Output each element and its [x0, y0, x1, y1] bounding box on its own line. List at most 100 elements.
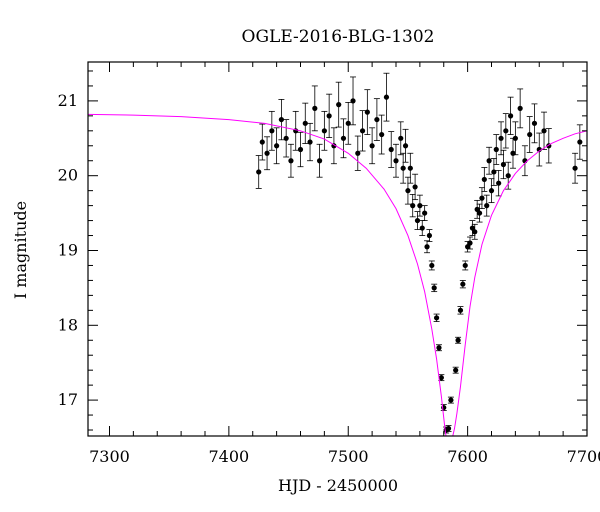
data-point — [498, 121, 505, 156]
data-point — [433, 313, 440, 322]
data-point — [407, 152, 414, 184]
data-point — [383, 72, 390, 122]
y-tick-label: 18 — [58, 315, 78, 334]
y-tick-label: 17 — [58, 390, 78, 409]
data-point — [507, 96, 514, 135]
data-point — [392, 143, 399, 178]
point-marker — [388, 146, 394, 153]
point-marker — [345, 120, 351, 126]
point-marker — [355, 150, 361, 156]
point-marker — [460, 281, 466, 287]
data-point — [478, 187, 485, 210]
point-marker — [302, 120, 308, 126]
point-marker — [259, 139, 265, 145]
point-marker — [445, 425, 452, 432]
point-marker — [383, 94, 390, 100]
point-marker — [288, 158, 294, 164]
data-point — [297, 131, 304, 168]
data-point — [531, 103, 538, 144]
x-tick-label: 7600 — [447, 447, 488, 466]
data-point — [412, 173, 419, 201]
data-point — [424, 240, 431, 254]
point-marker — [419, 225, 425, 231]
point-marker — [577, 139, 583, 145]
data-point — [469, 220, 476, 236]
point-marker — [572, 165, 578, 171]
point-marker — [536, 146, 542, 153]
data-point — [459, 280, 466, 289]
data-point — [369, 127, 376, 165]
data-point — [471, 223, 478, 240]
data-point — [445, 425, 452, 432]
data-point — [373, 98, 380, 141]
data-point — [354, 135, 361, 171]
chart-title: OGLE-2016-BLG-1302 — [242, 27, 435, 47]
point-marker — [274, 143, 280, 149]
x-tick-label: 7300 — [89, 447, 130, 466]
data-point — [397, 121, 404, 156]
data-point — [302, 102, 309, 144]
data-point — [526, 116, 533, 153]
y-axis-ticks: 17 18 19 20 21 — [58, 70, 587, 431]
point-marker — [462, 262, 468, 269]
data-point — [428, 260, 435, 271]
y-tick-label: 20 — [58, 166, 78, 185]
data-point — [316, 143, 323, 178]
data-point — [321, 110, 328, 151]
data-point — [455, 336, 462, 344]
point-marker — [512, 135, 518, 141]
data-point — [476, 203, 483, 223]
data-point — [462, 260, 469, 271]
y-axis-label: I magnitude — [11, 201, 30, 299]
point-marker — [278, 116, 284, 123]
data-point — [414, 211, 421, 230]
data-point — [259, 123, 266, 161]
data-point — [431, 283, 438, 293]
x-tick-label: 7700 — [567, 447, 600, 466]
data-point — [419, 220, 426, 236]
data-point — [435, 344, 442, 352]
point-marker — [326, 113, 332, 119]
point-marker — [493, 146, 499, 153]
point-marker — [407, 165, 413, 171]
point-marker — [340, 135, 347, 141]
point-marker — [457, 307, 464, 313]
point-marker — [472, 229, 478, 235]
point-marker — [481, 176, 487, 183]
point-marker — [405, 188, 411, 194]
data-point — [264, 136, 271, 171]
point-marker — [297, 146, 304, 153]
point-marker — [379, 131, 385, 138]
data-point — [447, 396, 454, 404]
data-point — [505, 161, 512, 190]
point-marker — [505, 173, 511, 179]
data-point — [490, 158, 497, 186]
model-curve — [88, 113, 587, 436]
point-marker — [350, 98, 356, 104]
data-point — [283, 119, 290, 158]
point-marker — [364, 109, 370, 115]
data-point — [273, 127, 280, 165]
data-point — [287, 143, 294, 178]
point-marker — [500, 161, 507, 168]
point-marker — [453, 367, 459, 373]
data-point — [278, 99, 285, 141]
point-marker — [527, 131, 533, 138]
point-marker — [491, 169, 497, 175]
point-marker — [402, 143, 409, 149]
point-marker — [479, 195, 485, 201]
point-marker — [498, 135, 504, 141]
data-point — [416, 194, 423, 217]
point-marker — [503, 128, 509, 134]
point-marker — [426, 232, 433, 239]
point-marker — [422, 210, 428, 216]
point-marker — [400, 165, 406, 171]
data-point — [335, 81, 342, 128]
point-marker — [417, 203, 423, 209]
data-point — [340, 118, 347, 159]
point-marker — [393, 158, 399, 164]
point-marker — [448, 397, 454, 403]
point-marker — [429, 262, 435, 269]
x-axis-label: HJD - 2450000 — [278, 476, 398, 495]
point-marker — [436, 345, 442, 351]
